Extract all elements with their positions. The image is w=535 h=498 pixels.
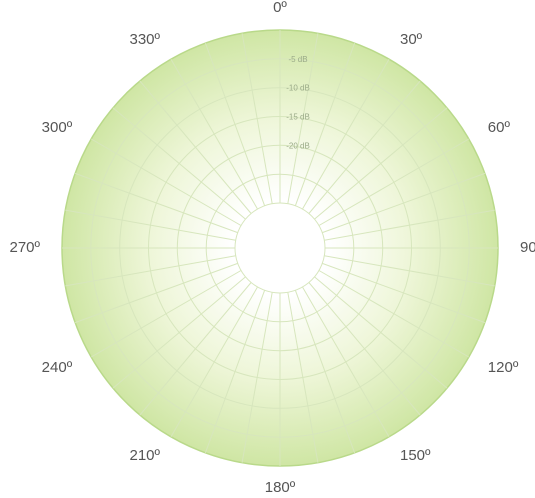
ring-gridline [176, 144, 384, 352]
angle-tick-label: 120º [488, 359, 519, 376]
radial-tick-labels: -5 dB -10 dB -15 dB -20 dB [286, 55, 310, 151]
ring-gridline [148, 116, 412, 380]
angle-tick-label: 270º [9, 239, 40, 256]
angle-tick-labels: 0º 30º 60º 90º 120º 150º 180º 210º 240º 270º 300º 3… [9, 0, 535, 496]
angle-tick-label: 330º [129, 31, 160, 48]
angle-tick-label: 60º [488, 119, 511, 136]
radial-tick-label: -20 dB [286, 141, 310, 150]
angle-tick-label: 210º [129, 447, 160, 464]
radial-tick-label: -15 dB [286, 113, 310, 122]
angle-tick-label: 90º [520, 239, 535, 256]
angle-tick-label: 30º [400, 31, 423, 48]
radial-gridlines [90, 58, 470, 438]
ring-gridline [90, 58, 470, 438]
angle-tick-label: 180º [265, 479, 296, 496]
angle-tick-label: 300º [42, 119, 73, 136]
angle-tick-label: 240º [42, 359, 73, 376]
ring-gridline [205, 173, 355, 323]
ring-gridline [119, 87, 441, 409]
radial-tick-label: -5 dB [288, 55, 307, 64]
angle-tick-label: 150º [400, 447, 431, 464]
ring-gridline [234, 202, 326, 294]
radial-tick-label: -10 dB [286, 84, 310, 93]
angle-tick-label: 0º [273, 0, 287, 16]
